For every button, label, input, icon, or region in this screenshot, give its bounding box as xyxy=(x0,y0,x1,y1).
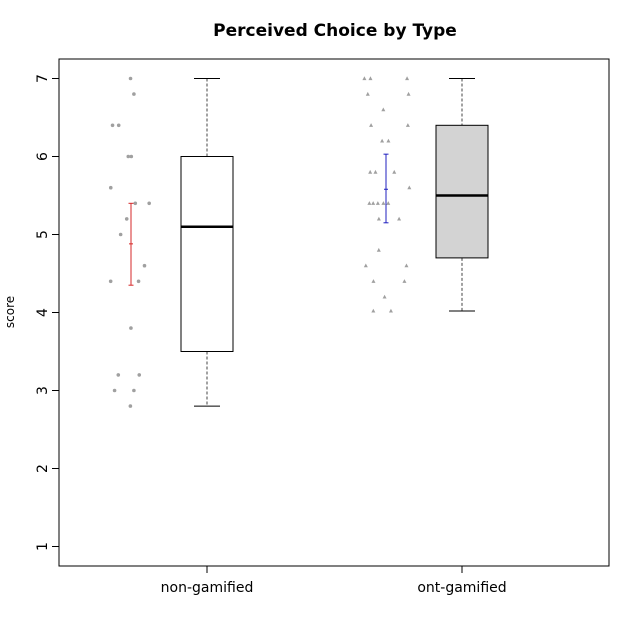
data-point xyxy=(108,279,113,284)
box-group-2 xyxy=(362,76,489,313)
data-point xyxy=(132,92,136,96)
data-point xyxy=(124,217,129,221)
data-point xyxy=(362,76,367,81)
x-category-label: non-gamified xyxy=(161,580,254,596)
data-point xyxy=(371,308,376,313)
data-point xyxy=(397,216,402,221)
data-point xyxy=(116,123,121,128)
x-axis: non-gamified ont-gamified xyxy=(161,566,507,596)
data-point xyxy=(116,373,121,377)
data-point xyxy=(365,91,370,96)
data-point xyxy=(386,201,391,205)
data-point xyxy=(128,404,133,408)
series-layer xyxy=(108,76,489,408)
plot-frame xyxy=(58,58,610,567)
data-point xyxy=(147,201,151,206)
data-point xyxy=(369,123,374,127)
data-point xyxy=(373,169,378,174)
data-point xyxy=(368,76,373,81)
data-point xyxy=(363,263,368,268)
data-point xyxy=(112,388,117,393)
data-point xyxy=(118,232,123,237)
y-tick-label: 3 xyxy=(35,386,51,395)
box-iqr xyxy=(435,124,489,259)
data-point xyxy=(367,201,372,205)
y-tick-label: 1 xyxy=(35,542,51,551)
data-point xyxy=(404,263,409,268)
data-point xyxy=(137,373,142,377)
chart-title: Perceived Choice by Type xyxy=(213,21,457,41)
data-point xyxy=(382,294,387,299)
data-point xyxy=(405,76,410,81)
data-point xyxy=(126,154,131,159)
data-point xyxy=(110,123,115,128)
data-point xyxy=(381,107,386,112)
data-point xyxy=(376,216,381,221)
data-point xyxy=(392,169,397,174)
data-point xyxy=(136,279,141,284)
data-point xyxy=(368,169,373,174)
data-point xyxy=(402,279,407,283)
data-point xyxy=(406,91,411,96)
y-axis: 1 2 3 4 5 6 7 xyxy=(35,74,59,551)
data-point xyxy=(142,263,147,268)
y-tick-label: 6 xyxy=(35,152,51,161)
data-point xyxy=(133,201,138,206)
data-point xyxy=(128,76,133,81)
box-iqr xyxy=(180,156,234,352)
data-point xyxy=(129,326,133,330)
data-point xyxy=(132,388,136,393)
data-point xyxy=(371,201,376,205)
box-group-1 xyxy=(108,76,234,408)
data-point xyxy=(375,201,380,205)
y-tick-label: 7 xyxy=(35,74,51,83)
data-point xyxy=(376,247,381,252)
data-point xyxy=(407,185,412,190)
data-point xyxy=(388,308,393,313)
data-point xyxy=(381,201,386,205)
y-axis-label: score xyxy=(3,296,17,328)
y-tick-label: 5 xyxy=(35,230,51,239)
y-tick-label: 4 xyxy=(35,308,51,317)
data-point xyxy=(371,279,376,283)
y-tick-label: 2 xyxy=(35,464,51,473)
data-point xyxy=(380,138,385,143)
data-point xyxy=(405,123,410,127)
data-point xyxy=(108,185,113,190)
data-point xyxy=(386,138,391,143)
data-point xyxy=(129,154,134,159)
x-category-label: ont-gamified xyxy=(417,580,506,596)
